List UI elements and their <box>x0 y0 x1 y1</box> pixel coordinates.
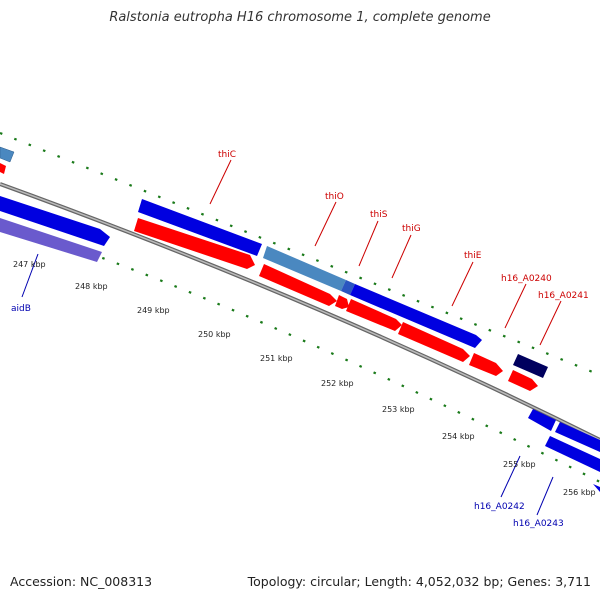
tick-label: 247 kbp <box>13 260 46 269</box>
accession-text: Accession: NC_008313 <box>10 574 153 589</box>
gene-labels: thiC thiO thiS thiG thiE h16_A0240 h16_A… <box>11 150 589 529</box>
topology-text: Topology: circular; Length: 4,052,032 bp… <box>247 574 591 589</box>
position-tick-labels: 247 kbp 248 kbp 249 kbp 250 kbp 251 kbp … <box>13 260 596 497</box>
gene-feature[interactable] <box>346 299 402 331</box>
gene-feature[interactable] <box>335 295 349 309</box>
gene-label[interactable]: thiE <box>464 251 482 261</box>
gene-feature[interactable] <box>555 422 600 452</box>
gene-feature[interactable] <box>0 218 102 262</box>
gene-feature[interactable] <box>398 322 470 362</box>
tick-label: 256 kbp <box>563 488 596 497</box>
gene-feature[interactable] <box>350 284 482 348</box>
gene-feature[interactable] <box>263 246 346 291</box>
reverse-strand-features <box>0 163 600 492</box>
gene-label[interactable]: h16_A0240 <box>501 274 552 284</box>
tick-label: 252 kbp <box>321 379 354 388</box>
gene-label[interactable]: thiS <box>370 210 388 220</box>
forward-strand-features <box>0 146 548 378</box>
gene-feature[interactable] <box>513 354 548 378</box>
tick-label: 255 kbp <box>503 460 536 469</box>
gene-feature[interactable] <box>508 370 538 391</box>
gene-label[interactable]: aidB <box>11 304 31 314</box>
gene-feature[interactable] <box>545 436 600 472</box>
gene-leader-lines <box>21 159 562 516</box>
gene-feature[interactable] <box>469 353 503 376</box>
tick-label: 249 kbp <box>137 306 170 315</box>
tick-label: 248 kbp <box>75 282 108 291</box>
gene-feature[interactable] <box>138 199 262 256</box>
gene-label[interactable]: h16_A0242 <box>474 502 525 512</box>
tick-label: 250 kbp <box>198 330 231 339</box>
gene-label[interactable]: thiC <box>218 150 236 160</box>
inner-tick-ring <box>0 220 600 483</box>
gene-feature[interactable] <box>134 218 255 269</box>
gene-label[interactable]: thiG <box>402 224 421 234</box>
tick-label: 251 kbp <box>260 354 293 363</box>
gene-feature[interactable] <box>0 196 110 246</box>
gene-label[interactable]: h16_A0241 <box>538 291 589 301</box>
gene-label[interactable]: thiO <box>325 192 344 202</box>
gene-feature[interactable] <box>0 163 6 174</box>
tick-label: 253 kbp <box>382 405 415 414</box>
gene-feature[interactable] <box>259 264 337 306</box>
gene-feature[interactable] <box>593 484 600 492</box>
gene-feature[interactable] <box>528 409 556 431</box>
gene-feature[interactable] <box>0 146 15 163</box>
gene-label[interactable]: h16_A0243 <box>513 519 564 529</box>
chromosome-backbone <box>0 182 600 442</box>
tick-label: 254 kbp <box>442 432 475 441</box>
gene-feature[interactable] <box>341 280 355 295</box>
map-title: Ralstonia eutropha H16 chromosome 1, com… <box>109 10 491 25</box>
